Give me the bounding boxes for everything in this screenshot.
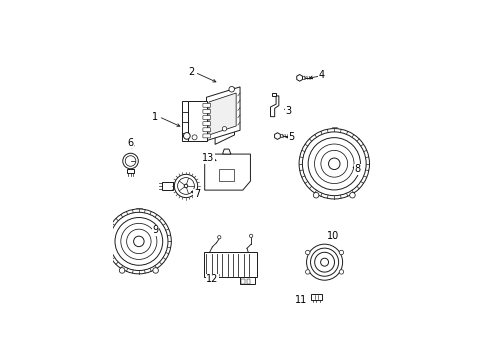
Text: 8: 8: [355, 164, 361, 174]
Circle shape: [134, 236, 144, 247]
Circle shape: [339, 250, 343, 255]
Circle shape: [229, 86, 235, 92]
Text: 6: 6: [127, 138, 134, 148]
Bar: [189, 101, 207, 141]
Circle shape: [123, 153, 138, 169]
Circle shape: [339, 270, 343, 274]
Polygon shape: [205, 154, 250, 190]
Circle shape: [302, 76, 305, 80]
Circle shape: [311, 248, 339, 276]
Polygon shape: [274, 133, 280, 139]
Circle shape: [126, 229, 151, 254]
Text: 1: 1: [152, 112, 159, 122]
Circle shape: [302, 132, 366, 196]
Circle shape: [177, 177, 195, 194]
Circle shape: [329, 158, 340, 170]
Circle shape: [110, 212, 168, 270]
Circle shape: [308, 138, 361, 190]
Text: 7: 7: [194, 189, 200, 199]
Text: 4: 4: [319, 70, 325, 80]
Circle shape: [120, 268, 125, 273]
Circle shape: [350, 193, 355, 198]
Polygon shape: [272, 93, 276, 96]
Circle shape: [321, 150, 348, 177]
Circle shape: [184, 184, 188, 188]
Circle shape: [106, 209, 172, 274]
Text: 5: 5: [288, 132, 294, 143]
Circle shape: [125, 156, 136, 166]
Bar: [182, 101, 189, 141]
FancyBboxPatch shape: [203, 116, 211, 120]
FancyBboxPatch shape: [203, 122, 211, 126]
Bar: [247, 279, 250, 284]
Circle shape: [218, 235, 221, 239]
FancyBboxPatch shape: [203, 103, 211, 107]
Polygon shape: [215, 88, 235, 144]
Bar: [242, 279, 245, 284]
Circle shape: [320, 258, 329, 266]
Bar: [204, 252, 257, 278]
Text: 10: 10: [327, 231, 339, 241]
Bar: [311, 294, 321, 300]
Circle shape: [307, 244, 343, 280]
Circle shape: [299, 129, 369, 199]
Circle shape: [315, 144, 354, 184]
Circle shape: [315, 252, 335, 272]
Circle shape: [280, 134, 283, 138]
Circle shape: [305, 250, 310, 255]
Polygon shape: [209, 93, 236, 135]
Text: 9: 9: [152, 225, 159, 235]
Polygon shape: [297, 75, 302, 81]
Circle shape: [183, 132, 190, 139]
FancyBboxPatch shape: [203, 134, 211, 138]
Text: 11: 11: [295, 296, 307, 305]
Bar: [240, 278, 255, 284]
Circle shape: [115, 217, 163, 265]
Circle shape: [121, 223, 157, 260]
Circle shape: [249, 234, 253, 238]
Circle shape: [153, 268, 158, 273]
Polygon shape: [222, 149, 231, 154]
Circle shape: [222, 127, 227, 131]
Polygon shape: [270, 96, 279, 117]
Text: 13: 13: [202, 153, 214, 163]
Bar: [162, 182, 173, 190]
Circle shape: [314, 193, 319, 198]
Circle shape: [174, 174, 197, 198]
Bar: [219, 169, 234, 181]
FancyBboxPatch shape: [203, 128, 211, 132]
Circle shape: [305, 270, 310, 274]
Text: 2: 2: [188, 67, 195, 77]
Bar: [127, 169, 134, 173]
Polygon shape: [206, 87, 240, 141]
Circle shape: [192, 135, 197, 140]
FancyBboxPatch shape: [203, 109, 211, 113]
Text: 3: 3: [286, 106, 292, 116]
Text: 12: 12: [206, 274, 219, 284]
